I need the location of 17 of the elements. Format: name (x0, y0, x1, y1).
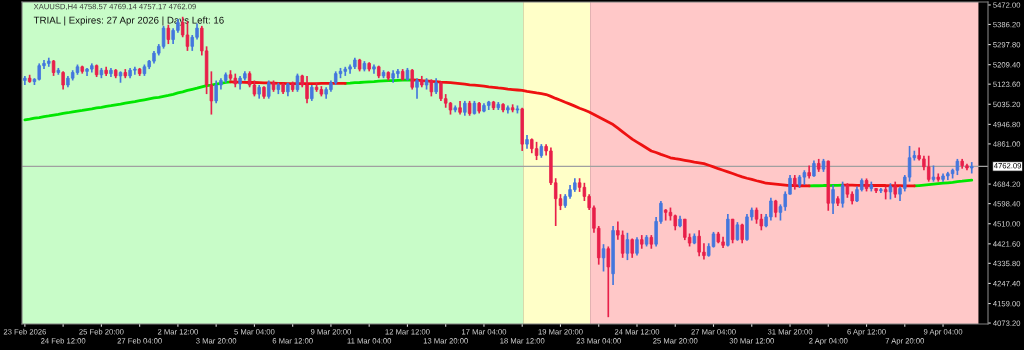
candlestick (295, 72, 300, 93)
candlestick (61, 70, 65, 91)
candlestick (410, 68, 414, 91)
candlestick (534, 141, 539, 161)
candlestick (635, 236, 639, 257)
candlestick (606, 245, 611, 319)
candlestick (630, 237, 634, 259)
candlestick (735, 221, 740, 242)
candlestick (840, 180, 845, 209)
candlestick (620, 229, 625, 259)
candlestick (730, 218, 735, 245)
candlestick (415, 77, 419, 100)
candlestick (625, 231, 630, 261)
candlestick (831, 183, 835, 215)
candlestick (161, 25, 166, 50)
candlestick (267, 79, 271, 100)
candlestick (926, 154, 931, 183)
